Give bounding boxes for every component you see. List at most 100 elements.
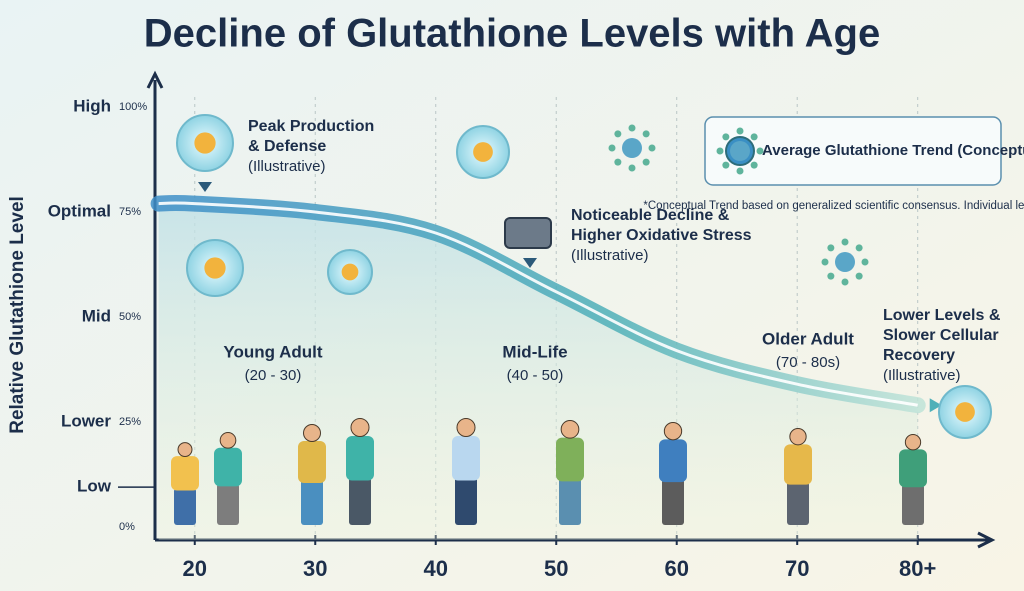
- chart-title: Decline of Glutathione Levels with Age: [144, 12, 880, 56]
- person-legs: [455, 477, 477, 525]
- callout-text: Peak Production: [248, 118, 374, 135]
- person-legs: [217, 483, 239, 525]
- person-body: [556, 437, 584, 482]
- age-group-range: (70 - 80s): [776, 354, 840, 371]
- molecule-atom: [736, 167, 744, 175]
- cell-nucleus: [955, 402, 975, 422]
- person-legs: [662, 479, 684, 525]
- y-axis: [146, 70, 164, 540]
- callout-text: (Illustrative): [571, 247, 649, 264]
- molecule-atom: [642, 158, 650, 166]
- callout-text: Noticeable Decline &: [571, 207, 730, 224]
- molecule-atom: [608, 144, 616, 152]
- callout-text: (Illustrative): [883, 367, 961, 384]
- age-group-name: Young Adult: [223, 342, 322, 361]
- molecule-atom: [750, 161, 758, 169]
- person-legs: [787, 481, 809, 525]
- molecule-atom: [861, 258, 869, 266]
- molecule-atom: [736, 127, 744, 135]
- molecule-core: [622, 138, 642, 158]
- person-body: [346, 435, 374, 481]
- y-level-label: Lower: [61, 411, 111, 430]
- callout-text: (Illustrative): [248, 158, 326, 175]
- x-tick-label: 70: [785, 556, 809, 581]
- person-body: [452, 435, 480, 481]
- y-tick-label: 25%: [119, 416, 141, 428]
- callout-text: & Defense: [248, 138, 326, 155]
- molecule-atom: [756, 147, 764, 155]
- callout-text: Lower Levels &: [883, 307, 1001, 324]
- y-tick-label: 75%: [119, 206, 141, 218]
- age-group-range: (40 - 50): [507, 367, 564, 384]
- person-head: [560, 419, 580, 439]
- x-tick-label: 80+: [899, 556, 936, 581]
- pointer: [523, 258, 537, 268]
- person-body: [899, 449, 927, 488]
- molecule-atom: [722, 133, 730, 141]
- molecule-atom: [750, 133, 758, 141]
- person-head: [456, 417, 476, 437]
- molecule-atom: [614, 130, 622, 138]
- molecule-atom: [841, 278, 849, 286]
- y-level-label: Low: [77, 477, 112, 496]
- y-level-label: Mid: [82, 306, 111, 325]
- callout-text: Higher Oxidative Stress: [571, 227, 752, 244]
- molecule-atom: [827, 272, 835, 280]
- y-level-label: High: [73, 96, 111, 115]
- legend-label: Average Glutathione Trend (Conceptual): [762, 142, 1024, 159]
- molecule-atom: [628, 164, 636, 172]
- person-body: [659, 439, 687, 483]
- pointer: [198, 182, 212, 192]
- person-legs: [559, 478, 581, 525]
- cell-nucleus: [473, 142, 493, 162]
- x-tick-label: 20: [183, 556, 207, 581]
- y-axis-title: Relative Glutathione Level: [7, 196, 28, 434]
- y-tick-label: 50%: [119, 311, 141, 323]
- y-level-label: Optimal: [48, 201, 111, 220]
- person-body: [298, 441, 326, 483]
- molecule-atom: [628, 124, 636, 132]
- cell-nucleus: [204, 257, 226, 279]
- trend-line: [158, 201, 918, 407]
- person-body: [171, 456, 199, 491]
- note: *Conceptual Trend based on generalized s…: [643, 200, 1024, 212]
- person-body: [214, 447, 242, 487]
- person-head: [303, 424, 321, 442]
- molecule-atom: [614, 158, 622, 166]
- person-head: [789, 428, 807, 446]
- callout-text: Slower Cellular: [883, 327, 999, 344]
- person-legs: [902, 484, 924, 525]
- age-group-range: (20 - 30): [245, 367, 302, 384]
- molecule-atom: [648, 144, 656, 152]
- legend-box: [704, 116, 1002, 186]
- molecule-atom: [855, 244, 863, 252]
- molecule-atom: [716, 147, 724, 155]
- cell-nucleus: [194, 132, 216, 154]
- molecule-atom: [642, 130, 650, 138]
- age-group-name: Older Adult: [762, 329, 854, 348]
- engine-icon: [504, 217, 552, 249]
- molecule-atom: [722, 161, 730, 169]
- trend-arrow: [929, 398, 942, 413]
- molecule-atom: [841, 238, 849, 246]
- person-head: [177, 442, 193, 458]
- cell-nucleus: [341, 263, 359, 281]
- molecule-core: [730, 141, 750, 161]
- person-legs: [301, 480, 323, 525]
- x-tick-label: 60: [664, 556, 688, 581]
- person-head: [904, 434, 922, 451]
- molecule-atom: [827, 244, 835, 252]
- molecule-atom: [855, 272, 863, 280]
- callout-text: Recovery: [883, 347, 955, 364]
- molecule-atom: [821, 258, 829, 266]
- person-head: [219, 432, 237, 449]
- x-tick-label: 30: [303, 556, 327, 581]
- person-head: [663, 421, 683, 441]
- x-tick-label: 40: [424, 556, 448, 581]
- person-head: [350, 417, 370, 437]
- molecule-core: [835, 252, 855, 272]
- age-group-name: Mid-Life: [502, 342, 567, 361]
- y-tick-label: 100%: [119, 101, 147, 113]
- person-legs: [349, 477, 371, 525]
